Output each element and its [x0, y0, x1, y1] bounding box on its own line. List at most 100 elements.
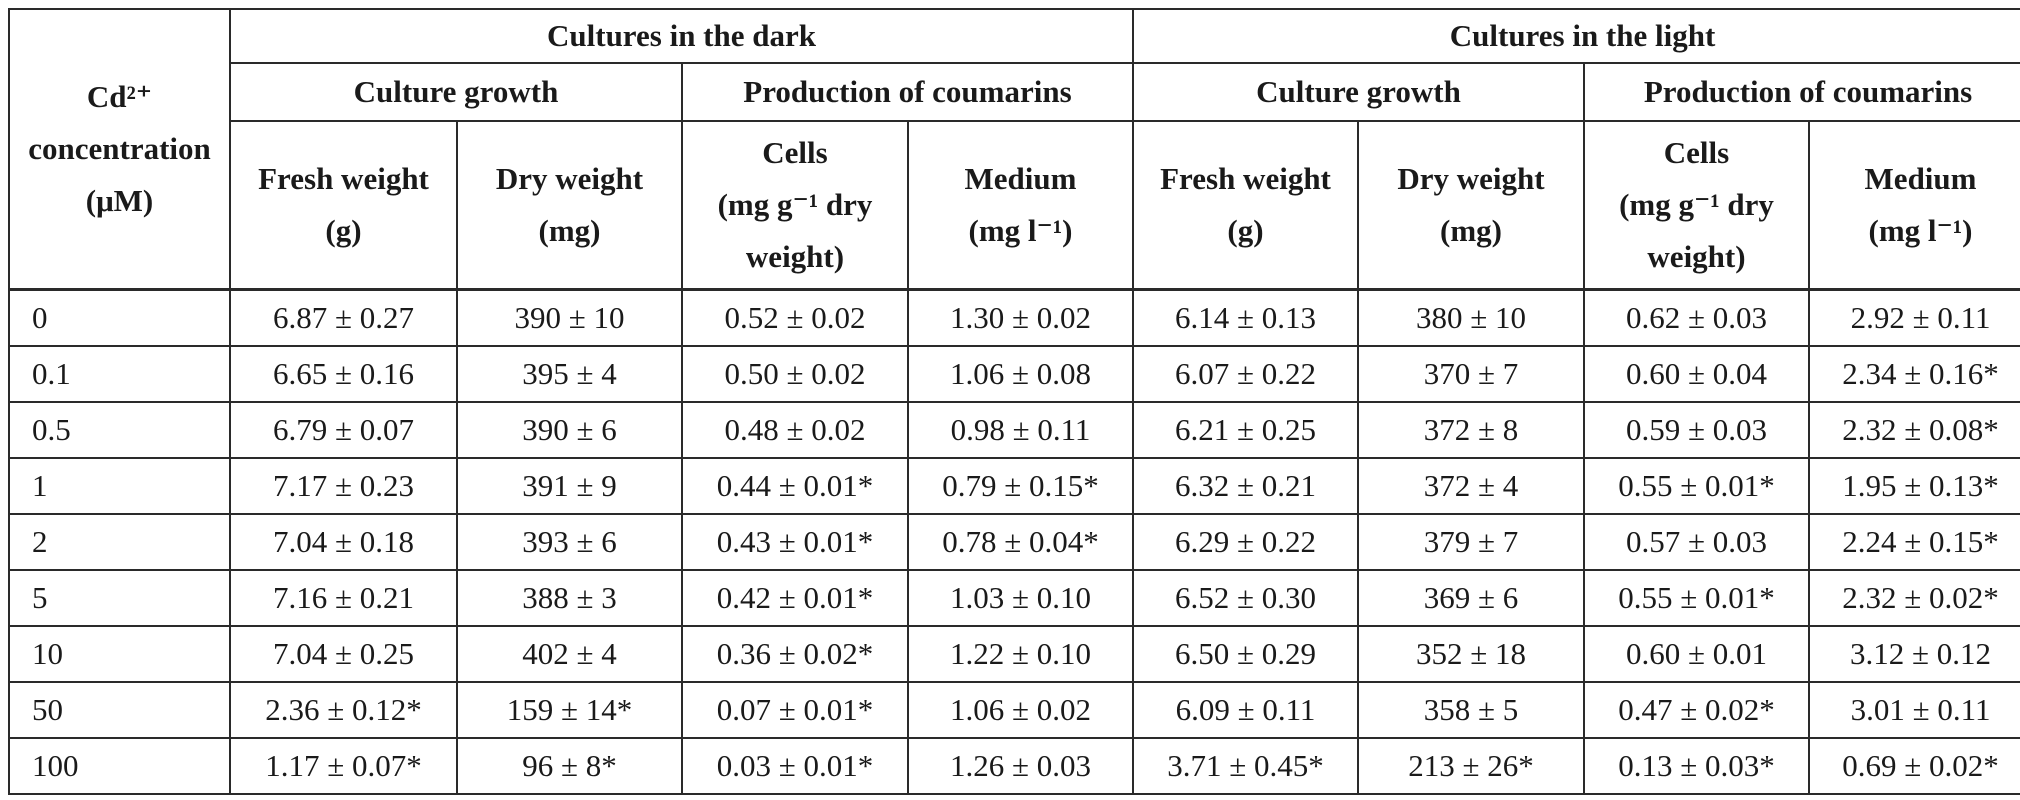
header-text: Cells	[762, 135, 828, 170]
dark-medium-cell: 1.22 ± 0.10	[907, 625, 1134, 683]
table-row: 1 7.17 ± 0.23 391 ± 9 0.44 ± 0.01* 0.79 …	[8, 457, 2020, 515]
header-unit-cont: weight)	[1647, 239, 1746, 274]
header-unit-cont: weight)	[745, 239, 845, 274]
light-medium-cell: 2.32 ± 0.02*	[1807, 569, 2020, 627]
light-cultures-header: Cultures in the light	[1131, 8, 2020, 64]
cadmium-coumarin-table: Cd²⁺ concentration (μM) Cultures in the …	[8, 8, 2020, 795]
header-unit: (mg l⁻¹)	[1868, 213, 1973, 248]
light-cells-cell: 0.47 ± 0.02*	[1583, 681, 1810, 739]
concentration-cell: 0	[8, 288, 231, 347]
concentration-cell: 50	[8, 681, 231, 739]
dark-growth-header: Culture growth	[229, 62, 683, 122]
dark-cells-cell: 0.42 ± 0.01*	[681, 569, 909, 627]
concentration-header-line1: Cd²⁺	[86, 79, 153, 114]
concentration-header-line2: concentration	[28, 131, 211, 166]
dark-fresh-weight-cell: 1.17 ± 0.07*	[229, 737, 458, 795]
concentration-cell: 5	[8, 569, 231, 627]
light-medium-cell: 1.95 ± 0.13*	[1807, 457, 2020, 515]
header-unit: (mg g⁻¹ dry	[717, 187, 873, 222]
light-medium-cell: 2.32 ± 0.08*	[1807, 401, 2020, 459]
light-fresh-weight-cell: 6.50 ± 0.29	[1132, 625, 1359, 683]
light-cells-cell: 0.13 ± 0.03*	[1583, 737, 1810, 795]
light-fresh-weight-cell: 6.14 ± 0.13	[1132, 288, 1359, 347]
dark-medium-cell: 0.78 ± 0.04*	[907, 513, 1134, 571]
dark-cells-cell: 0.52 ± 0.02	[681, 288, 909, 347]
dark-medium-cell: 1.03 ± 0.10	[907, 569, 1134, 627]
table-row: 10 7.04 ± 0.25 402 ± 4 0.36 ± 0.02* 1.22…	[8, 625, 2020, 683]
dark-fresh-weight-cell: 6.65 ± 0.16	[229, 345, 458, 403]
dark-fresh-weight-header: Fresh weight (g)	[229, 120, 458, 291]
table-row: 100 1.17 ± 0.07* 96 ± 8* 0.03 ± 0.01* 1.…	[8, 737, 2020, 795]
header-unit: (mg l⁻¹)	[968, 213, 1073, 248]
concentration-header-unit: (μM)	[85, 183, 154, 218]
light-dry-weight-cell: 352 ± 18	[1357, 625, 1585, 683]
light-fresh-weight-cell: 6.32 ± 0.21	[1132, 457, 1359, 515]
dark-cells-header: Cells (mg g⁻¹ dry weight)	[681, 120, 909, 291]
header-text: Cells	[1663, 135, 1730, 170]
dark-fresh-weight-cell: 7.16 ± 0.21	[229, 569, 458, 627]
light-cells-cell: 0.62 ± 0.03	[1583, 288, 1810, 347]
dark-cells-cell: 0.03 ± 0.01*	[681, 737, 909, 795]
dark-medium-cell: 0.79 ± 0.15*	[907, 457, 1134, 515]
table-row: 0 6.87 ± 0.27 390 ± 10 0.52 ± 0.02 1.30 …	[8, 288, 2020, 347]
light-dry-weight-cell: 370 ± 7	[1357, 345, 1585, 403]
light-dry-weight-cell: 372 ± 8	[1357, 401, 1585, 459]
light-production-header: Production of coumarins	[1582, 62, 2020, 122]
light-dry-weight-cell: 358 ± 5	[1357, 681, 1585, 739]
header-unit: (g)	[1227, 213, 1264, 248]
dark-medium-cell: 1.06 ± 0.02	[907, 681, 1134, 739]
dark-fresh-weight-cell: 7.17 ± 0.23	[229, 457, 458, 515]
table-row: 50 2.36 ± 0.12* 159 ± 14* 0.07 ± 0.01* 1…	[8, 681, 2020, 739]
dark-dry-weight-cell: 402 ± 4	[456, 625, 683, 683]
header-unit: (mg)	[538, 213, 601, 248]
dark-dry-weight-cell: 390 ± 6	[456, 401, 683, 459]
dark-cells-cell: 0.43 ± 0.01*	[681, 513, 909, 571]
concentration-cell: 1	[8, 457, 231, 515]
light-dry-weight-cell: 379 ± 7	[1357, 513, 1585, 571]
dark-fresh-weight-cell: 6.79 ± 0.07	[229, 401, 458, 459]
dark-cells-cell: 0.48 ± 0.02	[681, 401, 909, 459]
concentration-cell: 2	[8, 513, 231, 571]
light-dry-weight-cell: 380 ± 10	[1357, 288, 1585, 347]
light-cells-cell: 0.60 ± 0.04	[1583, 345, 1810, 403]
dark-cells-cell: 0.44 ± 0.01*	[681, 457, 909, 515]
dark-medium-cell: 0.98 ± 0.11	[907, 401, 1134, 459]
header-unit: (mg g⁻¹ dry	[1619, 187, 1774, 222]
dark-cells-cell: 0.07 ± 0.01*	[681, 681, 909, 739]
dark-fresh-weight-cell: 7.04 ± 0.18	[229, 513, 458, 571]
light-medium-cell: 2.92 ± 0.11	[1807, 288, 2020, 347]
dark-cells-cell: 0.36 ± 0.02*	[681, 625, 909, 683]
concentration-cell: 10	[8, 625, 231, 683]
dark-dry-weight-cell: 391 ± 9	[456, 457, 683, 515]
header-text: Medium	[964, 161, 1077, 196]
light-fresh-weight-cell: 6.52 ± 0.30	[1132, 569, 1359, 627]
table-row: 2 7.04 ± 0.18 393 ± 6 0.43 ± 0.01* 0.78 …	[8, 513, 2020, 571]
light-medium-cell: 2.34 ± 0.16*	[1807, 345, 2020, 403]
light-medium-cell: 2.24 ± 0.15*	[1807, 513, 2020, 571]
dark-dry-weight-cell: 159 ± 14*	[456, 681, 683, 739]
light-dry-weight-cell: 213 ± 26*	[1357, 737, 1585, 795]
light-cells-cell: 0.59 ± 0.03	[1583, 401, 1810, 459]
concentration-header: Cd²⁺ concentration (μM)	[8, 8, 231, 291]
table-row: 5 7.16 ± 0.21 388 ± 3 0.42 ± 0.01* 1.03 …	[8, 569, 2020, 627]
dark-dry-weight-header: Dry weight (mg)	[456, 120, 683, 291]
header-unit: (g)	[325, 213, 362, 248]
light-cells-cell: 0.55 ± 0.01*	[1583, 457, 1810, 515]
header-text: Fresh weight	[258, 161, 429, 196]
dark-production-header: Production of coumarins	[681, 62, 1134, 122]
light-cells-cell: 0.60 ± 0.01	[1583, 625, 1810, 683]
light-fresh-weight-cell: 6.21 ± 0.25	[1132, 401, 1359, 459]
light-medium-cell: 3.12 ± 0.12	[1807, 625, 2020, 683]
header-unit: (mg)	[1440, 213, 1502, 248]
light-fresh-weight-cell: 3.71 ± 0.45*	[1132, 737, 1359, 795]
dark-dry-weight-cell: 96 ± 8*	[456, 737, 683, 795]
dark-cultures-header: Cultures in the dark	[229, 8, 1134, 64]
dark-dry-weight-cell: 388 ± 3	[456, 569, 683, 627]
dark-medium-cell: 1.26 ± 0.03	[907, 737, 1134, 795]
light-medium-cell: 3.01 ± 0.11	[1807, 681, 2020, 739]
dark-dry-weight-cell: 393 ± 6	[456, 513, 683, 571]
concentration-cell: 0.5	[8, 401, 231, 459]
dark-fresh-weight-cell: 2.36 ± 0.12*	[229, 681, 458, 739]
light-cells-header: Cells (mg g⁻¹ dry weight)	[1583, 120, 1810, 291]
light-dry-weight-header: Dry weight (mg)	[1357, 120, 1585, 291]
